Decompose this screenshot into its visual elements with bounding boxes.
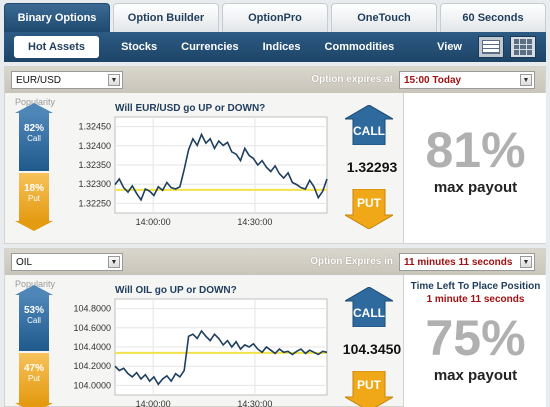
- call-button[interactable]: CALL: [345, 287, 393, 327]
- chart-question: Will EUR/USD go UP or DOWN?: [115, 103, 266, 114]
- call-label: CALL: [353, 306, 385, 320]
- tab-optionpro[interactable]: OptionPro: [222, 3, 328, 32]
- x-tick-label: 14:30:00: [237, 217, 272, 227]
- grid-view-icon: [514, 39, 532, 55]
- product-tabs: Binary Options Option Builder OptionPro …: [0, 0, 550, 32]
- y-tick-label: 1.32300: [78, 179, 111, 189]
- panel-body: Popularity 53% Call 47% Put Will OIL go …: [5, 275, 546, 407]
- expiry-select[interactable]: 11 minutes 11 seconds ▼: [399, 253, 535, 271]
- payout-percent: 75%: [425, 310, 526, 366]
- popularity-put-bar: 47% Put: [15, 353, 53, 407]
- call-word: Call: [27, 134, 41, 143]
- time-left-value: 1 minute 11 seconds: [426, 294, 525, 305]
- asset-tab-stocks[interactable]: Stocks: [121, 41, 158, 53]
- current-price: 1.32293: [346, 159, 398, 175]
- popularity-call-bar: 53% Call: [15, 285, 53, 351]
- chevron-down-icon: ▼: [108, 74, 120, 86]
- asset-select[interactable]: EUR/USD ▼: [11, 71, 123, 89]
- price-chart: 104.8000 104.6000 104.4000 104.2000 104.0000…: [73, 298, 328, 407]
- x-tick-label: 14:30:00: [237, 399, 272, 407]
- chart-question: Will OIL go UP or DOWN?: [115, 285, 237, 296]
- expiry-value: 15:00 Today: [404, 74, 462, 86]
- tab-60-seconds[interactable]: 60 Seconds: [440, 3, 546, 32]
- list-view-icon: [482, 40, 500, 54]
- grid-view-button[interactable]: [510, 36, 536, 58]
- option-panel-eurusd: EUR/USD ▼ Option expires at 15:00 Today …: [4, 66, 546, 244]
- popularity-label: Popularity: [15, 279, 56, 289]
- payout-box: 81% max payout: [403, 93, 546, 243]
- popularity-put-bar: 18% Put: [15, 173, 53, 231]
- payout-box: Time Left To Place Position 1 minute 11 …: [403, 275, 546, 407]
- y-tick-label: 1.32350: [78, 160, 111, 170]
- time-left-label: Time Left To Place Position: [410, 281, 541, 292]
- current-price: 104.3450: [342, 341, 402, 357]
- put-word: Put: [27, 194, 40, 203]
- call-percent: 53%: [23, 305, 44, 316]
- tab-onetouch[interactable]: OneTouch: [331, 3, 437, 32]
- option-panel-oil: OIL ▼ Option Expires in 11 minutes 11 se…: [4, 248, 546, 407]
- panel-body: Popularity 82% Call 18% Put Will EUR/USD…: [5, 93, 546, 243]
- asset-select[interactable]: OIL ▼: [11, 253, 123, 271]
- x-tick-label: 14:00:00: [136, 399, 171, 407]
- popularity-call-bar: 82% Call: [15, 103, 53, 171]
- put-label: PUT: [357, 378, 382, 392]
- payout-text: max payout: [433, 179, 518, 196]
- popularity-meter: 53% Call 47% Put: [15, 285, 53, 407]
- y-tick-label: 104.6000: [73, 323, 111, 333]
- expire-label: Option Expires in: [310, 256, 393, 267]
- popularity-meter: 82% Call 18% Put: [15, 103, 53, 231]
- y-tick-label: 104.0000: [73, 380, 111, 390]
- chevron-down-icon: ▼: [520, 256, 532, 268]
- view-label: View: [437, 41, 462, 53]
- asset-select-value: OIL: [16, 256, 33, 268]
- list-view-button[interactable]: [478, 36, 504, 58]
- asset-category-bar: Hot Assets Stocks Currencies Indices Com…: [4, 32, 546, 62]
- y-tick-label: 1.32250: [78, 198, 111, 208]
- y-tick-label: 104.4000: [73, 342, 111, 352]
- chevron-down-icon: ▼: [108, 256, 120, 268]
- asset-tab-currencies[interactable]: Currencies: [181, 41, 239, 53]
- put-button[interactable]: PUT: [345, 189, 393, 229]
- asset-select-value: EUR/USD: [16, 74, 62, 86]
- price-series-line: [114, 132, 328, 202]
- put-button[interactable]: PUT: [345, 371, 393, 407]
- call-percent: 82%: [23, 123, 44, 134]
- asset-tab-commodities[interactable]: Commodities: [324, 41, 395, 53]
- call-word: Call: [27, 316, 41, 325]
- payout-text: max payout: [433, 367, 518, 384]
- panel-header: EUR/USD ▼ Option expires at 15:00 Today …: [5, 67, 545, 93]
- put-label: PUT: [357, 196, 382, 210]
- y-tick-label: 1.32400: [78, 141, 111, 151]
- tab-binary-options[interactable]: Binary Options: [4, 3, 110, 32]
- y-tick-label: 104.8000: [73, 304, 111, 314]
- popularity-label: Popularity: [15, 97, 56, 107]
- put-percent: 47%: [23, 363, 44, 374]
- price-series-line: [114, 329, 328, 386]
- put-word: Put: [27, 374, 40, 383]
- x-tick-label: 14:00:00: [136, 217, 171, 227]
- payout-percent: 81%: [425, 122, 526, 178]
- y-tick-label: 104.2000: [73, 361, 111, 371]
- tab-option-builder[interactable]: Option Builder: [113, 3, 219, 32]
- panel-header: OIL ▼ Option Expires in 11 minutes 11 se…: [5, 249, 545, 275]
- asset-tab-hot-assets[interactable]: Hot Assets: [14, 36, 100, 58]
- expiry-select[interactable]: 15:00 Today ▼: [399, 71, 535, 89]
- call-button[interactable]: CALL: [345, 105, 393, 145]
- chevron-down-icon: ▼: [520, 74, 532, 86]
- put-percent: 18%: [23, 183, 44, 194]
- y-tick-label: 1.32450: [78, 122, 111, 132]
- price-chart: 1.32450 1.32400 1.32350 1.32300 1.32250 14:00…: [78, 116, 328, 227]
- call-label: CALL: [353, 124, 385, 138]
- asset-tab-indices[interactable]: Indices: [262, 41, 301, 53]
- expiry-value: 11 minutes 11 seconds: [404, 256, 513, 268]
- expire-label: Option expires at: [311, 74, 393, 85]
